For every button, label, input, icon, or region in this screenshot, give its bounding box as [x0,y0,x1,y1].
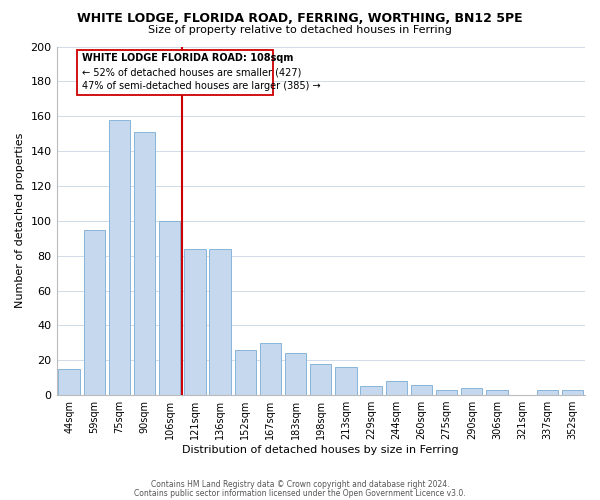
Bar [260,343,281,395]
Text: Contains HM Land Registry data © Crown copyright and database right 2024.: Contains HM Land Registry data © Crown c… [151,480,449,489]
Bar [562,390,583,395]
Bar [310,364,331,395]
Bar [411,384,432,395]
Text: WHITE LODGE FLORIDA ROAD: 108sqm: WHITE LODGE FLORIDA ROAD: 108sqm [82,52,293,62]
Bar [335,367,356,395]
Bar [159,221,181,395]
Y-axis label: Number of detached properties: Number of detached properties [15,133,25,308]
Text: Size of property relative to detached houses in Ferring: Size of property relative to detached ho… [148,25,452,35]
Bar [486,390,508,395]
Bar [184,248,206,395]
Bar [461,388,482,395]
Bar [285,354,307,395]
Bar [361,386,382,395]
Text: Contains public sector information licensed under the Open Government Licence v3: Contains public sector information licen… [134,488,466,498]
Text: ← 52% of detached houses are smaller (427): ← 52% of detached houses are smaller (42… [82,68,301,78]
Text: WHITE LODGE, FLORIDA ROAD, FERRING, WORTHING, BN12 5PE: WHITE LODGE, FLORIDA ROAD, FERRING, WORT… [77,12,523,26]
Bar [235,350,256,395]
Bar [58,369,80,395]
X-axis label: Distribution of detached houses by size in Ferring: Distribution of detached houses by size … [182,445,459,455]
Bar [436,390,457,395]
Bar [386,381,407,395]
Bar [83,230,105,395]
Bar [134,132,155,395]
Bar [209,248,231,395]
FancyBboxPatch shape [77,50,273,96]
Text: 47% of semi-detached houses are larger (385) →: 47% of semi-detached houses are larger (… [82,82,320,92]
Bar [109,120,130,395]
Bar [536,390,558,395]
